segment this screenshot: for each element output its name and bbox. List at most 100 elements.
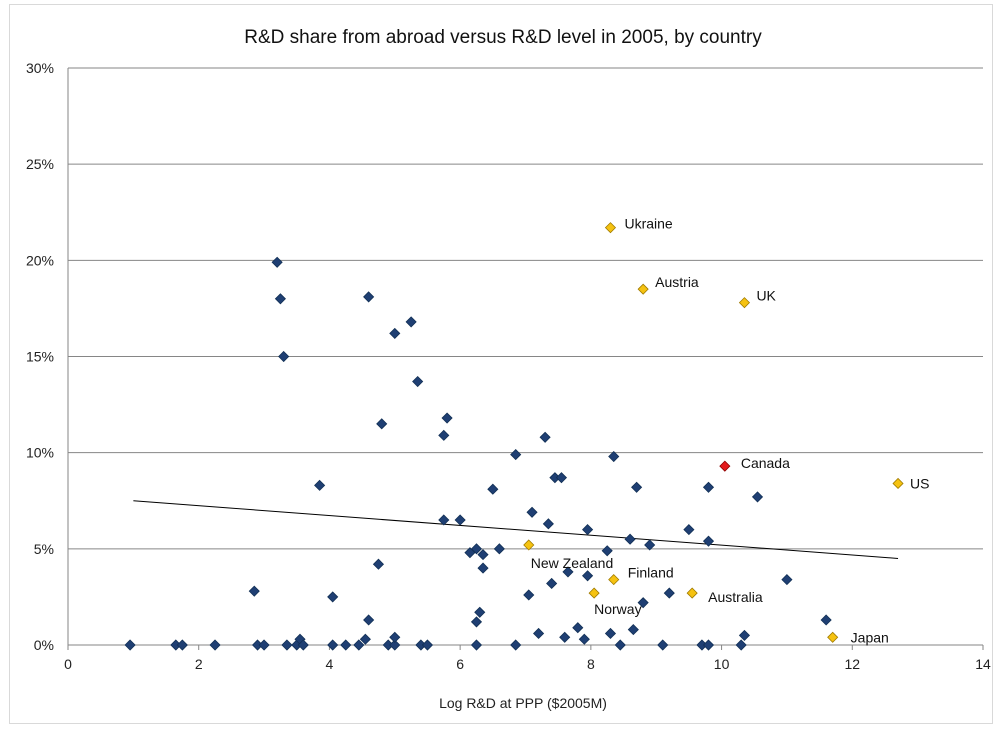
data-point (627, 624, 639, 636)
gridlines (68, 67, 983, 646)
data-point (363, 614, 375, 626)
data-point-australia (686, 587, 698, 599)
y-tick-label: 15% (26, 349, 54, 365)
data-point (562, 566, 574, 578)
data-point (454, 514, 466, 526)
data-point (376, 418, 388, 430)
y-tick-label: 0% (34, 637, 54, 653)
data-point (526, 506, 538, 518)
data-point (359, 633, 371, 645)
point-label: US (910, 475, 929, 491)
y-tick-label: 30% (26, 60, 54, 76)
data-point (751, 491, 764, 503)
data-point (271, 256, 283, 268)
data-point (477, 562, 489, 574)
point-label: New Zealand (531, 555, 614, 571)
data-point (539, 431, 551, 443)
data-point (510, 449, 522, 461)
y-tick-label: 20% (26, 252, 54, 268)
x-tick-label: 12 (844, 656, 860, 672)
data-point (582, 570, 594, 582)
data-point (278, 350, 290, 363)
data-point (631, 481, 643, 493)
data-point (248, 585, 260, 597)
point-label: Canada (741, 455, 790, 471)
labeled-points: Ukraine Austria UK Canada US New Zealand Finla… (523, 216, 929, 645)
y-axis-ticks: 0% 5% 10% 15% 20% 25% 30% (26, 60, 54, 653)
data-point (657, 639, 669, 651)
point-label: Finland (628, 565, 674, 581)
data-point (353, 639, 365, 651)
data-point (702, 639, 715, 651)
y-tick-label: 25% (26, 156, 54, 172)
data-point (314, 479, 326, 491)
data-point (412, 375, 424, 388)
data-point-finland (608, 574, 620, 586)
point-label: UK (756, 288, 776, 304)
data-point (421, 639, 434, 651)
data-point (327, 639, 339, 651)
data-point (533, 627, 545, 640)
data-point-ukraine (604, 222, 617, 234)
data-point-canada (719, 460, 731, 472)
data-point (663, 587, 675, 599)
y-tick-label: 10% (26, 445, 54, 461)
data-point (470, 616, 483, 628)
point-label: Australia (708, 589, 763, 605)
chart-frame (9, 4, 993, 724)
data-point (389, 639, 401, 651)
data-point (438, 514, 450, 526)
data-point (340, 639, 352, 651)
data-point (470, 543, 483, 555)
chart-title: R&D share from abroad versus R&D level i… (244, 27, 762, 48)
data-point (604, 627, 617, 640)
data-point (608, 450, 620, 463)
data-point (572, 622, 584, 634)
x-tick-label: 6 (456, 656, 464, 672)
data-point (523, 589, 535, 601)
data-point (702, 535, 715, 547)
x-axis-ticks: 0 2 4 6 8 10 12 14 (64, 68, 991, 672)
data-point-uk (738, 297, 751, 309)
data-point (441, 412, 453, 424)
data-point (176, 639, 188, 651)
data-point (578, 633, 590, 645)
data-point (559, 631, 571, 643)
data-point (274, 293, 286, 305)
data-point (614, 639, 626, 651)
data-point (438, 429, 450, 441)
x-tick-label: 4 (326, 656, 334, 672)
data-point (405, 316, 417, 328)
data-point-new-zealand (523, 539, 535, 551)
data-point (487, 483, 499, 495)
data-point (546, 577, 558, 590)
data-point (781, 574, 793, 586)
data-point-norway (588, 587, 600, 599)
data-points (124, 256, 832, 651)
point-label: Norway (594, 601, 641, 617)
data-point (624, 533, 636, 545)
point-label: Ukraine (624, 216, 672, 232)
data-point-us (892, 477, 904, 490)
data-point (493, 543, 505, 555)
data-point-japan (827, 631, 839, 643)
point-label: Austria (655, 274, 699, 290)
data-point (542, 518, 554, 530)
x-tick-label: 2 (195, 656, 203, 672)
data-point (477, 549, 489, 561)
x-tick-label: 14 (975, 656, 991, 672)
data-point (297, 639, 309, 651)
data-point (683, 524, 695, 536)
data-point (637, 597, 649, 609)
data-point (735, 639, 747, 651)
point-label: Japan (851, 629, 889, 645)
x-axis-label: Log R&D at PPP ($2005M) (439, 695, 607, 711)
data-point (474, 606, 486, 618)
data-point (363, 291, 375, 303)
data-point-austria (637, 283, 649, 295)
data-point (601, 545, 613, 557)
x-tick-label: 10 (714, 656, 730, 672)
data-point (738, 629, 751, 641)
data-point (389, 631, 401, 643)
